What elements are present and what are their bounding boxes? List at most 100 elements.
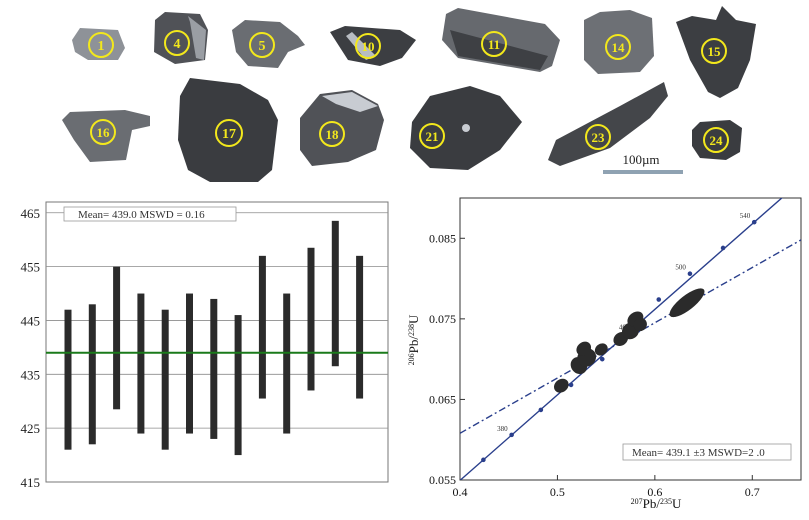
error-ellipse bbox=[633, 317, 647, 332]
grain-label-circle bbox=[164, 30, 190, 56]
concordia-y-tick-label: 0.065 bbox=[429, 392, 456, 406]
grain-label-circle bbox=[419, 123, 445, 149]
age-y-tick-label: 455 bbox=[21, 260, 41, 275]
concordia-y-tick-label: 0.075 bbox=[429, 312, 456, 326]
concordia-age-point bbox=[687, 271, 693, 277]
concordia-y-tick-label: 0.055 bbox=[429, 473, 456, 487]
concordia-age-point bbox=[509, 432, 514, 438]
zircon-grain-18: 18 bbox=[300, 90, 384, 166]
concordia-y-axis-label: 206Pb/238U bbox=[406, 314, 421, 365]
grain-label-24: 24 bbox=[710, 133, 724, 148]
grain-label-4: 4 bbox=[174, 37, 181, 52]
age-error-bar bbox=[356, 255, 364, 399]
zircon-grain-17: 17 bbox=[178, 78, 278, 182]
error-ellipse bbox=[576, 341, 592, 356]
zircon-grain-14: 14 bbox=[584, 10, 654, 74]
concordia-age-point bbox=[538, 407, 544, 413]
error-ellipses bbox=[554, 288, 705, 393]
concordia-x-tick-label: 0.4 bbox=[453, 485, 468, 499]
age-error-bar bbox=[88, 304, 96, 445]
concordia-x-axis-label: 207Pb/235U bbox=[631, 496, 682, 511]
age-error-bar bbox=[161, 309, 169, 450]
age-error-bar bbox=[331, 220, 339, 367]
zircon-grain-15: 15 bbox=[676, 6, 756, 98]
grain-label-21: 21 bbox=[426, 129, 439, 144]
age-error-bar bbox=[283, 293, 291, 434]
concordia-age-point bbox=[751, 219, 757, 225]
zircon-grain-4: 4 bbox=[154, 12, 208, 64]
concordia-y-tick-label: 0.085 bbox=[429, 231, 456, 245]
age-y-tick-label: 435 bbox=[21, 367, 41, 382]
zircon-grain-23: 23 bbox=[548, 82, 668, 166]
age-error-bar bbox=[186, 293, 193, 434]
grain-label-circle bbox=[585, 124, 611, 150]
grain-label-17: 17 bbox=[222, 127, 236, 142]
concordia-age-point bbox=[481, 457, 486, 463]
grain-label-circle bbox=[355, 33, 381, 59]
x-label-sup2: 235 bbox=[660, 497, 672, 506]
grain-label-circle bbox=[701, 38, 727, 64]
zircon-grain-image-panel: 1 4 5 10 11 14 15 16 bbox=[62, 6, 756, 182]
age-error-bar bbox=[307, 247, 315, 391]
concordia-age-point bbox=[599, 356, 605, 362]
concordia-x-tick-label: 0.7 bbox=[745, 485, 760, 499]
concordia-age-label: 380 bbox=[497, 425, 508, 433]
age-chart-annotation: Mean= 439.0 MSWD = 0.16 bbox=[78, 209, 205, 221]
concordia-annotation-box bbox=[622, 443, 792, 461]
age-chart-y-axis: 415 425 435 445 455 465 bbox=[21, 206, 41, 490]
age-error-bar bbox=[258, 255, 266, 399]
x-label-sup: 207 bbox=[631, 497, 643, 506]
weighted-mean-age-chart: 415 425 435 445 455 465 Mean= 439.0 MSWD = 0.… bbox=[21, 201, 389, 490]
age-y-tick-label: 465 bbox=[21, 206, 41, 221]
concordia-age-point bbox=[568, 382, 574, 388]
grain-label-circle bbox=[215, 119, 243, 147]
grain-label-circle bbox=[703, 127, 729, 153]
age-error-bar bbox=[64, 309, 72, 450]
concordia-age-label: 500 bbox=[675, 264, 686, 272]
grain-label-circle bbox=[605, 34, 631, 60]
scale-bar-label: 100µm bbox=[622, 152, 659, 167]
concordia-age-label: 540 bbox=[740, 212, 751, 220]
concordia-annotation: Mean= 439.1 ±3 MSWD=2 .0 bbox=[632, 447, 765, 459]
age-error-bar bbox=[137, 293, 145, 434]
age-error-bar bbox=[234, 315, 242, 456]
x-label-end: U bbox=[672, 496, 682, 511]
grain-label-15: 15 bbox=[708, 44, 722, 59]
grain-label-16: 16 bbox=[97, 125, 111, 140]
zircon-grain-21: 21 bbox=[410, 86, 522, 170]
grain-label-23: 23 bbox=[592, 130, 606, 145]
scale-bar bbox=[603, 170, 683, 174]
grain-label-18: 18 bbox=[326, 127, 340, 142]
concordia-x-tick-label: 0.6 bbox=[647, 485, 662, 499]
zircon-grain-11: 11 bbox=[442, 8, 560, 72]
zircon-grain-5: 5 bbox=[232, 20, 305, 68]
y-label-sup: 206 bbox=[407, 353, 416, 365]
grain-label-circle bbox=[88, 32, 114, 58]
grain-label-circle bbox=[90, 119, 116, 145]
grain-label-circle bbox=[481, 31, 507, 57]
zircon-grain-24: 24 bbox=[692, 120, 742, 160]
grain-label-5: 5 bbox=[259, 39, 266, 54]
grain-label-circle bbox=[319, 121, 345, 147]
concordia-age-point bbox=[656, 297, 662, 302]
age-y-tick-label: 425 bbox=[21, 421, 41, 436]
x-label-base: Pb/ bbox=[643, 496, 661, 511]
age-y-tick-label: 445 bbox=[21, 313, 41, 328]
error-ellipse bbox=[594, 343, 608, 356]
grain-label-14: 14 bbox=[612, 40, 626, 55]
grain-label-circle bbox=[249, 32, 275, 58]
y-label-base: Pb/ bbox=[406, 336, 421, 354]
concordia-age-point bbox=[720, 245, 726, 251]
age-y-tick-label: 415 bbox=[21, 475, 41, 490]
concordia-x-tick-label: 0.5 bbox=[550, 485, 565, 499]
grain-label-11: 11 bbox=[488, 37, 500, 52]
error-ellipse bbox=[554, 378, 569, 393]
error-ellipse bbox=[669, 288, 705, 318]
zircon-grain-16: 16 bbox=[62, 110, 150, 162]
y-label-sup2: 238 bbox=[407, 324, 416, 336]
age-chart-bars bbox=[64, 220, 364, 456]
age-annotation-box bbox=[63, 206, 237, 222]
zircon-grain-1: 1 bbox=[72, 28, 125, 60]
age-error-bar bbox=[113, 266, 121, 410]
